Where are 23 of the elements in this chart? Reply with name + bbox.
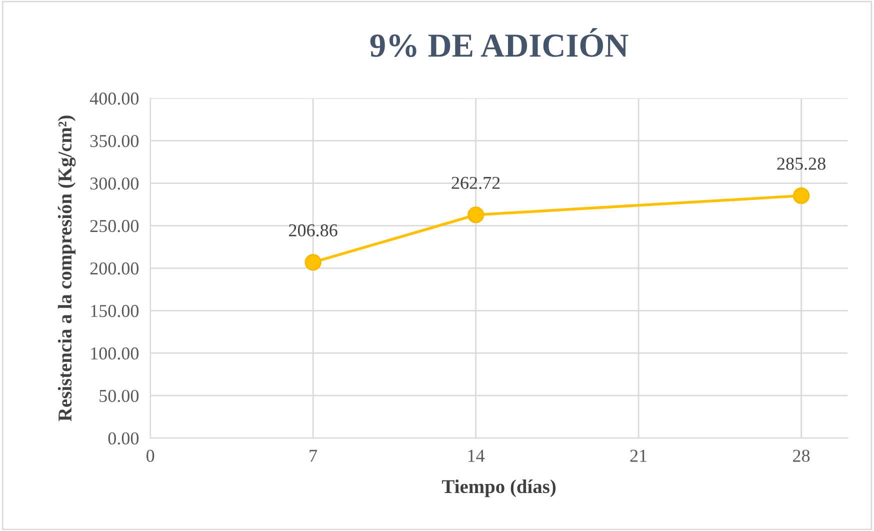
y-tick-label: 150.00: [91, 304, 139, 318]
y-tick-label: 250.00: [90, 220, 139, 232]
y-tick-label: 100.00: [91, 347, 139, 360]
data-label: 285.28: [777, 158, 826, 170]
x-axis-title: Tiempo (días): [442, 479, 556, 498]
chart-title: 9% DE ADICIÓN: [370, 28, 628, 58]
y-tick-label: 300.00: [90, 177, 139, 190]
x-tick-label: 0: [146, 450, 154, 462]
y-tick-label: 0.00: [108, 432, 139, 445]
data-label: 262.72: [452, 176, 500, 190]
y-tick-label: 350.00: [90, 134, 139, 148]
point: [792, 187, 810, 204]
y-axis-title: Resistencia a la compresión (Kg/cm²): [58, 116, 76, 422]
x-tick-label: 7: [310, 450, 318, 462]
y-tick-label: 400.00: [90, 92, 139, 105]
point: [467, 206, 484, 224]
y-tick-label: 50.00: [100, 390, 139, 402]
point: [304, 254, 322, 271]
y-tick-label: 200.00: [90, 262, 139, 275]
x-tick-label: 14: [468, 450, 485, 462]
x-tick-label: 21: [630, 450, 646, 462]
x-tick-label: 28: [793, 450, 810, 462]
data-label: 206.86: [289, 224, 338, 237]
